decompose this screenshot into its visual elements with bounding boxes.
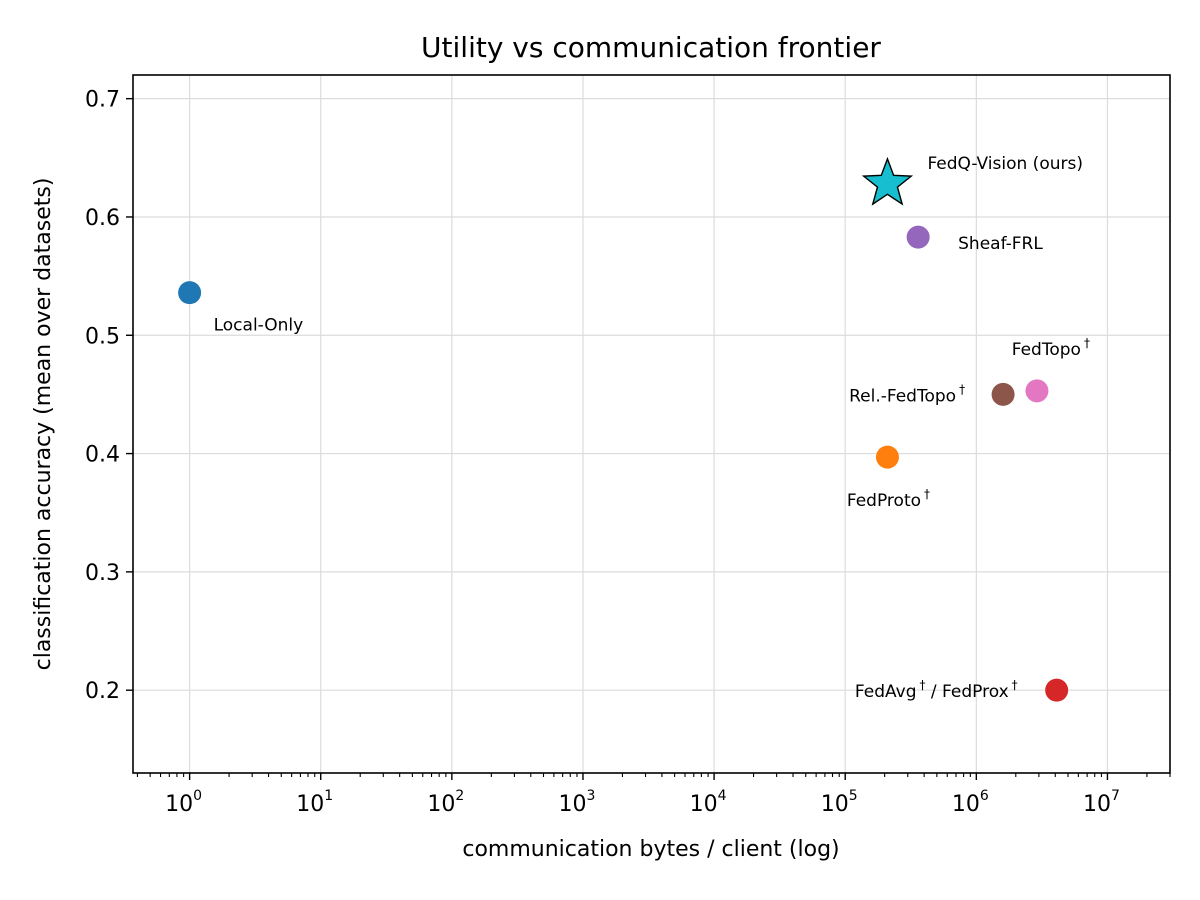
x-tick-label: 103: [559, 788, 596, 817]
grid-lines: [133, 75, 1170, 773]
x-axis-label: communication bytes / client (log): [462, 837, 839, 862]
plot-frame: [132, 74, 1171, 774]
label-rel-fedtopo: Rel.-FedTopo †: [849, 382, 965, 406]
point-fedtopo: [1025, 379, 1049, 403]
point-rel-fedtopo: [991, 382, 1015, 406]
point-local-only: [178, 281, 202, 305]
y-tick-label: 0.4: [85, 443, 120, 468]
label-local-only: Local-Only: [214, 316, 304, 336]
y-axis-label: classification accuracy (mean over datas…: [31, 178, 56, 671]
label-sheaf-frl: Sheaf-FRL: [958, 234, 1043, 254]
x-tick-label: 100: [165, 788, 202, 817]
point-fedproto: [875, 445, 899, 469]
label-fedproto: FedProto †: [847, 487, 930, 511]
x-tick-label: 101: [296, 788, 333, 817]
point-sheaf-frl: [906, 225, 930, 249]
y-tick-label: 0.7: [85, 88, 120, 113]
x-tick-label: 107: [1083, 788, 1120, 817]
chart-title: Utility vs communication frontier: [421, 31, 881, 64]
x-tick-label: 102: [427, 788, 464, 817]
data-points: [178, 156, 1069, 702]
label-fedavg-fedprox: FedAvg † / FedProx †: [855, 678, 1018, 702]
y-tick-label: 0.2: [85, 679, 120, 704]
label-fedtopo: FedTopo †: [1012, 336, 1090, 360]
axis-ticks: 100 101 102 103 104 105 106 107 0.2 0.3 0.4 0.5 0.6 0…: [85, 88, 1120, 817]
y-tick-label: 0.5: [85, 324, 120, 349]
y-tick-label: 0.3: [85, 561, 120, 586]
point-fedavg-fedprox: [1045, 678, 1069, 702]
y-tick-label: 0.6: [85, 206, 120, 231]
point-labels: Local-Only FedQ-Vision (ours) Sheaf-FRL Fed…: [214, 154, 1090, 702]
x-tick-label: 105: [821, 788, 858, 817]
x-tick-label: 106: [952, 788, 989, 817]
label-fedq-vision: FedQ-Vision (ours): [927, 154, 1083, 174]
point-fedq-vision: [861, 156, 914, 206]
x-tick-label: 104: [690, 788, 727, 817]
